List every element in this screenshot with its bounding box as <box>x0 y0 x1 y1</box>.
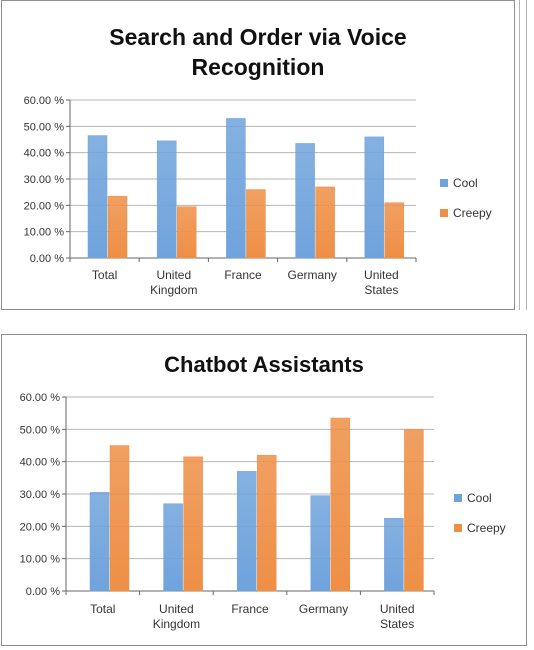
bar-creepy <box>404 429 424 592</box>
x-category-label: United <box>380 602 415 616</box>
x-category-label: Total <box>90 602 115 616</box>
y-tick-label: 50.00 % <box>20 424 61 436</box>
bar-creepy <box>107 195 128 259</box>
legend-swatch-creepy <box>440 209 448 217</box>
legend-label-creepy: Creepy <box>467 521 506 535</box>
x-category-label: States <box>380 617 414 631</box>
y-tick-label: 30.00 % <box>24 174 65 186</box>
y-tick-label: 20.00 % <box>20 521 61 533</box>
legend-swatch-creepy <box>454 524 462 532</box>
legend-swatch-cool <box>440 179 448 187</box>
chart-panel-voice-recognition: Search and Order via Voice Recognition 0.0… <box>1 0 515 310</box>
bar-creepy <box>246 189 266 259</box>
bar-creepy <box>183 456 203 592</box>
x-category-label: United <box>156 268 191 282</box>
bar-creepy <box>384 202 405 259</box>
bar-cool <box>295 143 315 259</box>
bar-creepy <box>330 417 351 592</box>
bar-creepy <box>109 445 130 592</box>
x-category-label: Germany <box>288 268 337 282</box>
y-tick-label: 30.00 % <box>20 489 61 501</box>
x-category-label: Total <box>92 268 117 282</box>
chart-title: Search and Order via Voice <box>109 24 406 50</box>
chart-title: Chatbot Assistants <box>164 352 364 377</box>
x-category-label: States <box>364 283 398 297</box>
bar-cool <box>236 471 257 592</box>
x-category-label: France <box>231 602 269 616</box>
x-category-label: France <box>224 268 262 282</box>
bar-cool <box>364 136 385 259</box>
x-category-label: United <box>364 268 399 282</box>
bar-cool <box>89 492 110 592</box>
bar-cool <box>87 135 108 259</box>
x-category-label: United <box>159 602 194 616</box>
x-category-label: Kingdom <box>153 617 200 631</box>
y-tick-label: 50.00 % <box>24 121 65 133</box>
legend-label-cool: Cool <box>453 176 478 190</box>
bar-cool <box>384 518 404 592</box>
panel-edge-line <box>519 0 520 310</box>
legend-swatch-cool <box>454 494 462 502</box>
panel-edge-line <box>526 0 527 310</box>
bar-creepy <box>315 186 335 259</box>
legend-label-cool: Cool <box>467 491 492 505</box>
y-tick-label: 10.00 % <box>20 554 61 566</box>
bar-cool <box>156 140 177 259</box>
y-tick-label: 10.00 % <box>24 227 65 239</box>
y-tick-label: 0.00 % <box>30 253 64 265</box>
voice-recognition-chart: Search and Order via Voice Recognition 0.0… <box>24 24 492 297</box>
y-tick-label: 0.00 % <box>26 586 60 598</box>
y-tick-label: 20.00 % <box>24 200 65 212</box>
bar-cool <box>226 118 246 259</box>
bar-creepy <box>176 206 197 259</box>
chart-panel-chatbot-assistants: Chatbot Assistants 0.00 % 10.00 % 20.00 % 30… <box>1 334 527 646</box>
x-category-label: Germany <box>299 602 348 616</box>
y-tick-label: 40.00 % <box>24 148 65 160</box>
chart-title: Recognition <box>192 54 325 80</box>
legend-label-creepy: Creepy <box>453 206 492 220</box>
bar-cool <box>163 503 183 592</box>
y-tick-label: 60.00 % <box>20 392 61 404</box>
chatbot-assistants-chart: Chatbot Assistants 0.00 % 10.00 % 20.00 % 30… <box>20 352 506 631</box>
x-category-label: Kingdom <box>150 283 197 297</box>
bar-creepy <box>256 454 277 592</box>
y-tick-label: 40.00 % <box>20 457 61 469</box>
y-tick-label: 60.00 % <box>24 95 65 107</box>
bar-cool <box>310 495 331 592</box>
